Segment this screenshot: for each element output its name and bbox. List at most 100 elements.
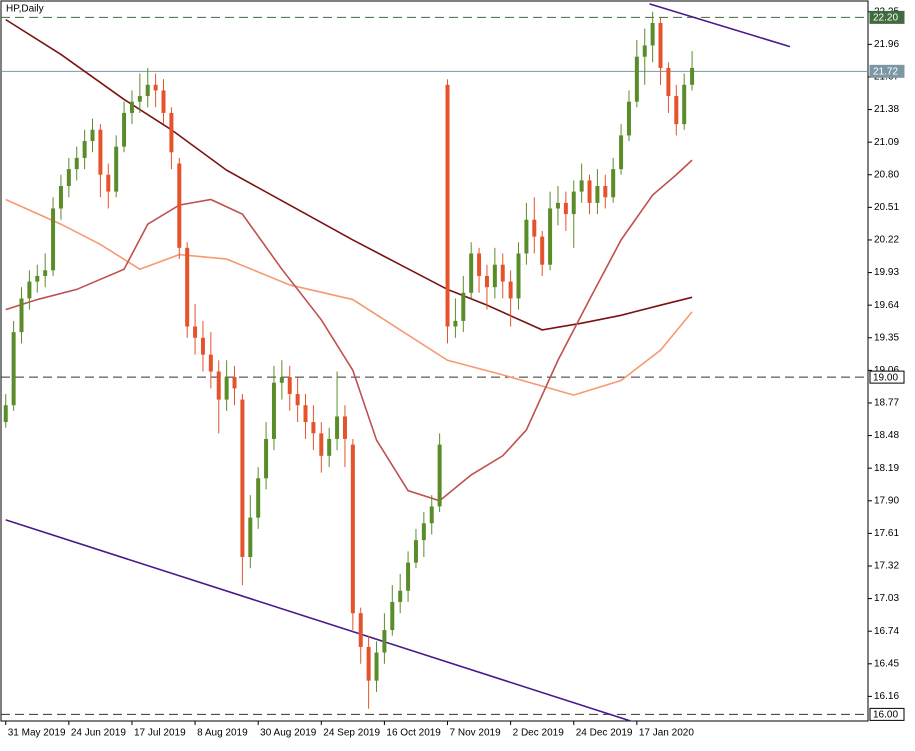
candle-body [642,45,647,57]
candle-body [421,523,426,541]
plot-area [1,3,868,721]
x-tick-label: 16 Oct 2019 [386,728,441,739]
y-tick-label: 20.80 [874,169,899,180]
candle-body [319,433,324,456]
y-tick-label: 17.90 [874,495,899,506]
candle-body [248,517,253,557]
y-tick-label: 17.61 [874,528,899,539]
candle-body [587,180,592,203]
candle-body [674,96,679,125]
moving-average [5,198,693,396]
candle-body [611,169,616,198]
candle-body [279,377,284,383]
candle-body [374,652,379,681]
y-tick-label: 19.06 [874,365,899,376]
axes: 22.2521.9621.6721.3821.0920.8020.5120.22… [5,6,905,739]
candle-body [413,540,418,563]
level-label: 21.72 [873,66,898,77]
level-label: 16.00 [873,710,898,721]
candle-body [98,129,103,175]
candle-body [477,253,482,276]
candle-body [51,208,56,271]
y-tick-label: 19.35 [874,332,899,343]
x-tick-label: 8 Aug 2019 [197,728,248,739]
candle-body [382,630,387,653]
candle-body [208,354,213,372]
candle-body [58,185,63,209]
y-tick-label: 16.45 [874,658,899,669]
candle-body [469,253,474,293]
candle-body [358,613,363,647]
candle-body [484,275,489,288]
moving-average [5,159,693,502]
candle-body [90,129,95,142]
candle-body [200,337,205,355]
candle-body [106,174,111,192]
candle-body [327,438,332,456]
candle-body [185,247,190,327]
candle-body [350,444,355,614]
candle-body [682,84,687,125]
candle-body [524,219,529,254]
candle-body [603,185,608,198]
candle-body [666,67,671,97]
x-tick-label: 31 May 2019 [8,728,66,739]
candle-body [492,264,497,288]
candle-body [3,405,8,423]
y-tick-label: 17.03 [874,593,899,604]
plot-frame [0,0,869,722]
x-tick-label: 24 Dec 2019 [576,728,633,739]
candle-body [532,219,537,237]
trend-line [5,519,634,721]
y-tick-label: 18.19 [874,463,899,474]
trend-line [649,3,791,48]
candle-body [626,101,631,136]
candle-body [303,405,308,423]
candle-body [129,101,134,113]
candle-body [216,371,221,400]
x-tick-label: 30 Aug 2019 [260,728,317,739]
candle-body [122,112,127,147]
candle-body [453,320,458,327]
candle-body [579,180,584,192]
level-label: 19.00 [873,372,898,383]
y-tick-label: 20.22 [874,235,899,246]
candle-body [82,141,87,158]
candle-body [137,96,142,102]
y-tick-label: 17.32 [874,561,899,572]
level-label: 22.20 [873,13,898,24]
candle-body [500,264,505,282]
candle-body [19,298,24,333]
y-tick-label: 16.74 [874,626,899,637]
candle-body [508,281,513,299]
candle-body [634,56,639,102]
y-tick-label: 20.51 [874,202,899,213]
candle-body [74,157,79,170]
y-tick-label: 16.16 [874,691,899,702]
candle-body [311,422,316,434]
candle-body [461,292,466,321]
candle-body [240,399,245,557]
candle-body [35,275,40,282]
candle-body [232,377,237,389]
candle-body [619,135,624,170]
candle-body [114,146,119,192]
candle-body [571,191,576,215]
candle-body [516,253,521,299]
candle-body [256,478,261,518]
candle-body [548,208,553,265]
candle-body [406,562,411,591]
x-tick-label: 24 Sep 2019 [323,728,380,739]
candle-body [193,326,198,338]
y-tick-label: 21.38 [874,104,899,115]
x-tick-label: 2 Dec 2019 [513,728,565,739]
candle-body [555,202,560,209]
chart-title: HP,Daily [6,4,44,15]
candle-body [11,332,16,406]
level-label-box [869,370,905,384]
candle-body [224,377,229,400]
candle-body [650,22,655,46]
candle-body [295,393,300,406]
candle-body [563,202,568,215]
